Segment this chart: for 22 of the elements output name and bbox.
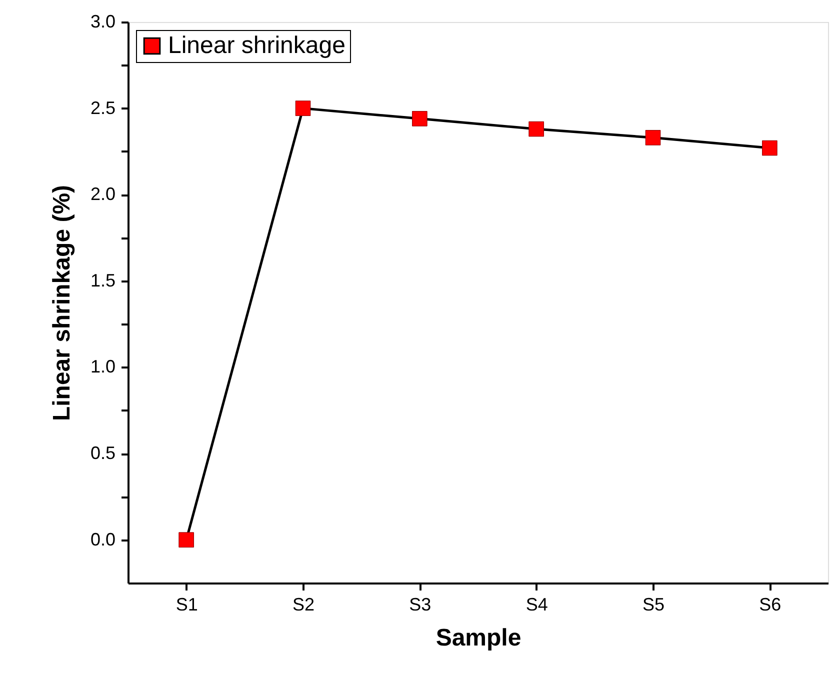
point [762, 140, 778, 156]
y-tick-label: 3.0 [90, 12, 116, 32]
x-tick-label: S3 [409, 594, 432, 614]
x-tick-label: S6 [759, 594, 782, 614]
point [295, 100, 311, 116]
point [645, 130, 661, 146]
legend-label: Linear shrinkage [168, 32, 346, 59]
x-tick-label: S1 [176, 594, 198, 614]
x-tick-label: S4 [526, 594, 548, 614]
y-tick-label: 0.0 [90, 529, 116, 550]
point [178, 532, 194, 548]
point [412, 111, 428, 126]
point [528, 121, 544, 137]
y-tick-label: 2.5 [90, 98, 116, 118]
y-axis-title: Linear shrinkage (%) [48, 184, 76, 422]
y-tick-label: 1.0 [90, 356, 116, 377]
y-tick-label: 0.5 [90, 443, 116, 464]
y-tick-label: 2.0 [90, 184, 116, 204]
y-tick-label: 1.5 [90, 270, 116, 290]
x-axis-title: Sample [436, 624, 522, 652]
x-tick-label: S5 [642, 594, 665, 614]
x-tick-label: S2 [292, 594, 315, 614]
